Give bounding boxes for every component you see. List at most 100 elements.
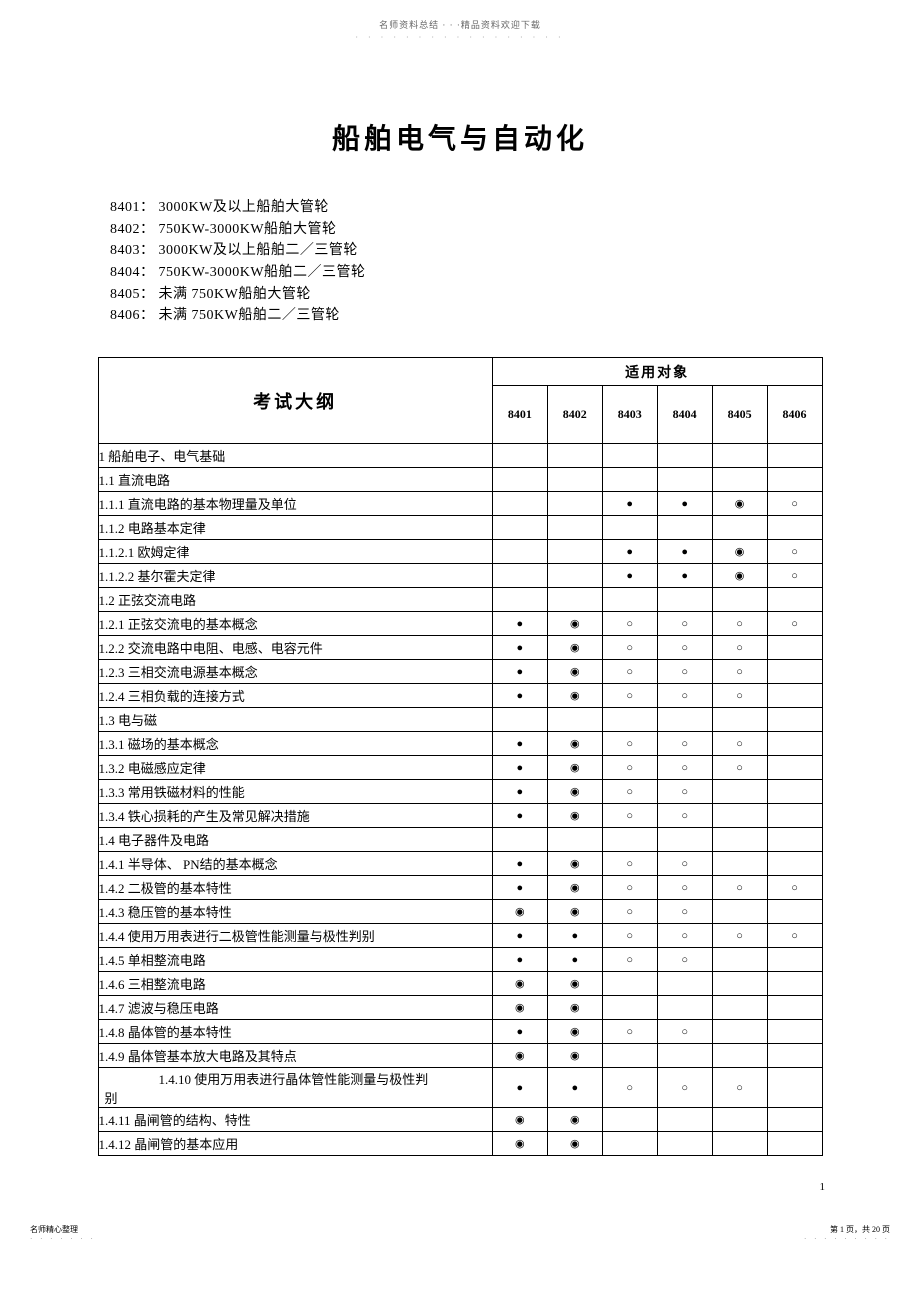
mark-cell: ○ <box>602 1068 657 1108</box>
mark-cell <box>767 1108 822 1132</box>
mark-cell: ● <box>492 732 547 756</box>
mark-cell <box>657 708 712 732</box>
mark-cell <box>712 852 767 876</box>
mark-cell <box>492 492 547 516</box>
code-list: 8401： 3000KW及以上船舶大管轮8402： 750KW-3000KW船舶… <box>110 197 920 327</box>
mark-cell: ◉ <box>547 756 602 780</box>
mark-cell <box>657 1108 712 1132</box>
syllabus-item: 1.2 正弦交流电路 <box>98 588 492 612</box>
mark-cell: ◉ <box>547 780 602 804</box>
mark-cell: ○ <box>712 756 767 780</box>
syllabus-item: 1.1 直流电路 <box>98 468 492 492</box>
mark-cell: ◉ <box>492 900 547 924</box>
mark-cell <box>712 1020 767 1044</box>
code-item: 8406： 未满 750KW船舶二／三管轮 <box>110 305 920 327</box>
mark-cell: ○ <box>657 876 712 900</box>
mark-cell: ● <box>492 948 547 972</box>
mark-cell <box>767 732 822 756</box>
mark-cell <box>767 756 822 780</box>
mark-cell <box>492 588 547 612</box>
mark-cell: ○ <box>712 660 767 684</box>
mark-cell: ○ <box>657 660 712 684</box>
mark-cell <box>712 468 767 492</box>
mark-cell: ○ <box>602 876 657 900</box>
mark-cell: ◉ <box>547 660 602 684</box>
header-top-text: 名师资料总结 · · ·精品资料欢迎下载 <box>0 0 920 31</box>
mark-cell: ◉ <box>492 1108 547 1132</box>
mark-cell: ● <box>492 756 547 780</box>
mark-cell: ◉ <box>547 636 602 660</box>
mark-cell <box>767 588 822 612</box>
syllabus-item: 1.2.3 三相交流电源基本概念 <box>98 660 492 684</box>
syllabus-item: 1.4 电子器件及电路 <box>98 828 492 852</box>
mark-cell: ◉ <box>492 1044 547 1068</box>
th-code: 8404 <box>657 386 712 444</box>
mark-cell: ○ <box>657 1020 712 1044</box>
mark-cell <box>547 516 602 540</box>
mark-cell <box>767 828 822 852</box>
mark-cell: ○ <box>712 636 767 660</box>
mark-cell: ○ <box>602 1020 657 1044</box>
mark-cell <box>657 444 712 468</box>
mark-cell: ● <box>492 1020 547 1044</box>
mark-cell: ◉ <box>712 540 767 564</box>
mark-cell <box>657 1044 712 1068</box>
th-code: 8401 <box>492 386 547 444</box>
syllabus-item: 1.1.2.1 欧姆定律 <box>98 540 492 564</box>
code-item: 8402： 750KW-3000KW船舶大管轮 <box>110 219 920 241</box>
syllabus-item: 1 船舶电子、电气基础 <box>98 444 492 468</box>
mark-cell <box>712 444 767 468</box>
mark-cell <box>767 660 822 684</box>
mark-cell <box>712 900 767 924</box>
mark-cell: ○ <box>602 732 657 756</box>
main-title: 船舶电气与自动化 <box>0 117 920 157</box>
mark-cell: ● <box>492 684 547 708</box>
mark-cell <box>712 588 767 612</box>
mark-cell: ◉ <box>547 1020 602 1044</box>
footer-left-dots: · · · · · · · <box>30 1235 96 1243</box>
mark-cell: ○ <box>602 684 657 708</box>
mark-cell: ● <box>492 612 547 636</box>
syllabus-item: 1.4.10 使用万用表进行晶体管性能测量与极性判别 <box>98 1068 492 1108</box>
mark-cell <box>547 708 602 732</box>
mark-cell: ● <box>492 804 547 828</box>
mark-cell: ○ <box>712 1068 767 1108</box>
mark-cell <box>492 540 547 564</box>
syllabus-item: 1.4.5 单相整流电路 <box>98 948 492 972</box>
syllabus-item: 1.4.11 晶闸管的结构、特性 <box>98 1108 492 1132</box>
mark-cell <box>712 948 767 972</box>
syllabus-item: 1.4.6 三相整流电路 <box>98 972 492 996</box>
mark-cell <box>602 444 657 468</box>
th-code: 8403 <box>602 386 657 444</box>
mark-cell <box>712 1044 767 1068</box>
mark-cell <box>657 996 712 1020</box>
syllabus-item: 1.3.3 常用铁磁材料的性能 <box>98 780 492 804</box>
mark-cell: ○ <box>602 636 657 660</box>
mark-cell: ○ <box>602 756 657 780</box>
mark-cell <box>767 636 822 660</box>
mark-cell <box>712 780 767 804</box>
mark-cell: ◉ <box>712 492 767 516</box>
mark-cell <box>712 996 767 1020</box>
mark-cell: ● <box>492 876 547 900</box>
mark-cell <box>657 468 712 492</box>
mark-cell <box>602 1132 657 1156</box>
mark-cell <box>492 444 547 468</box>
mark-cell: ○ <box>657 684 712 708</box>
code-item: 8405： 未满 750KW船舶大管轮 <box>110 284 920 306</box>
mark-cell: ◉ <box>547 996 602 1020</box>
syllabus-item: 1.4.2 二极管的基本特性 <box>98 876 492 900</box>
mark-cell <box>547 828 602 852</box>
mark-cell <box>657 516 712 540</box>
mark-cell: ○ <box>712 732 767 756</box>
mark-cell <box>767 780 822 804</box>
mark-cell <box>657 828 712 852</box>
mark-cell <box>547 564 602 588</box>
th-code: 8405 <box>712 386 767 444</box>
mark-cell: ◉ <box>547 732 602 756</box>
mark-cell <box>767 708 822 732</box>
mark-cell: ● <box>602 492 657 516</box>
mark-cell: ○ <box>602 900 657 924</box>
mark-cell: ○ <box>657 732 712 756</box>
mark-cell <box>602 1108 657 1132</box>
